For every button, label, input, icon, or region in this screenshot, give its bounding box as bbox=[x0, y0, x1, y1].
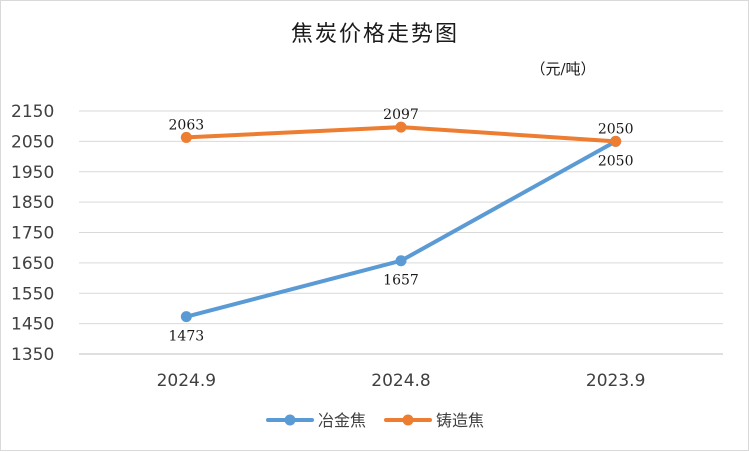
gridlines bbox=[79, 110, 723, 355]
legend-marker bbox=[284, 414, 296, 426]
y-tick-label: 1350 bbox=[11, 345, 54, 365]
legend-marker bbox=[402, 414, 414, 426]
data-point bbox=[395, 121, 407, 133]
series-lines bbox=[180, 121, 622, 323]
x-tick-label: 2024.8 bbox=[371, 371, 430, 391]
y-tick-label: 1850 bbox=[11, 193, 54, 213]
x-axis-ticks: 2024.9 2024.8 2023.9 bbox=[157, 371, 646, 391]
chart-title: 焦炭价格走势图 bbox=[291, 22, 459, 47]
legend: 冶金焦 铸造焦 bbox=[266, 411, 484, 430]
y-tick-label: 1950 bbox=[11, 163, 54, 183]
data-label: 2097 bbox=[383, 107, 419, 123]
data-point bbox=[395, 255, 407, 267]
data-label: 2063 bbox=[169, 117, 205, 133]
data-labels: 1473 1657 2050 2063 2097 2050 bbox=[169, 107, 634, 345]
y-tick-label: 1550 bbox=[11, 284, 54, 304]
unit-label: （元/吨） bbox=[530, 60, 595, 78]
data-label: 1657 bbox=[383, 273, 419, 289]
y-tick-label: 1750 bbox=[11, 224, 54, 244]
series-line bbox=[184, 139, 618, 319]
y-axis-ticks: 1350 1450 1550 1650 1750 1850 1950 2050 2150 bbox=[11, 102, 54, 365]
data-label: 2050 bbox=[598, 121, 634, 137]
y-tick-label: 1650 bbox=[11, 254, 54, 274]
data-label: 1473 bbox=[169, 329, 205, 345]
y-tick-label: 2050 bbox=[11, 132, 54, 152]
y-tick-label: 1450 bbox=[11, 315, 54, 335]
y-tick-label: 2150 bbox=[11, 102, 54, 122]
data-point bbox=[610, 135, 622, 147]
x-tick-label: 2023.9 bbox=[586, 371, 645, 391]
data-point bbox=[180, 311, 192, 323]
legend-label: 冶金焦 bbox=[318, 411, 366, 430]
legend-label: 铸造焦 bbox=[436, 411, 484, 430]
data-point bbox=[180, 131, 192, 143]
data-label: 2050 bbox=[598, 153, 634, 169]
x-tick-label: 2024.9 bbox=[157, 371, 216, 391]
